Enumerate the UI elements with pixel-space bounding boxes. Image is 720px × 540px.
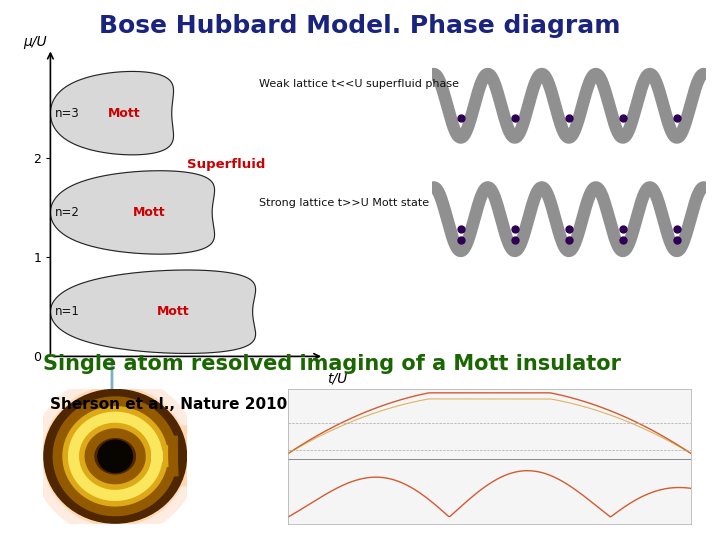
Circle shape	[44, 389, 186, 523]
Text: n=3: n=3	[55, 106, 80, 120]
Polygon shape	[50, 270, 256, 353]
Circle shape	[98, 440, 132, 472]
Text: n=1: n=1	[55, 305, 80, 318]
Text: t/U: t/U	[328, 372, 348, 386]
Text: n=2: n=2	[55, 206, 80, 219]
Text: μ/U: μ/U	[24, 35, 48, 49]
Text: Sherson et al., Nature 2010: Sherson et al., Nature 2010	[50, 397, 288, 412]
Text: Strong lattice t>>U Mott state: Strong lattice t>>U Mott state	[259, 198, 429, 207]
Text: Mott: Mott	[132, 206, 165, 219]
Text: Bose Hubbard Model. Phase diagram: Bose Hubbard Model. Phase diagram	[99, 14, 621, 37]
Text: Mott: Mott	[157, 305, 190, 318]
Text: Mott: Mott	[108, 106, 140, 120]
Polygon shape	[50, 71, 174, 155]
Text: Superfluid: Superfluid	[187, 158, 266, 171]
Polygon shape	[50, 171, 215, 254]
Text: Single atom resolved imaging of a Mott insulator: Single atom resolved imaging of a Mott i…	[43, 354, 621, 374]
Text: Weak lattice t<<U superfluid phase: Weak lattice t<<U superfluid phase	[259, 79, 459, 89]
